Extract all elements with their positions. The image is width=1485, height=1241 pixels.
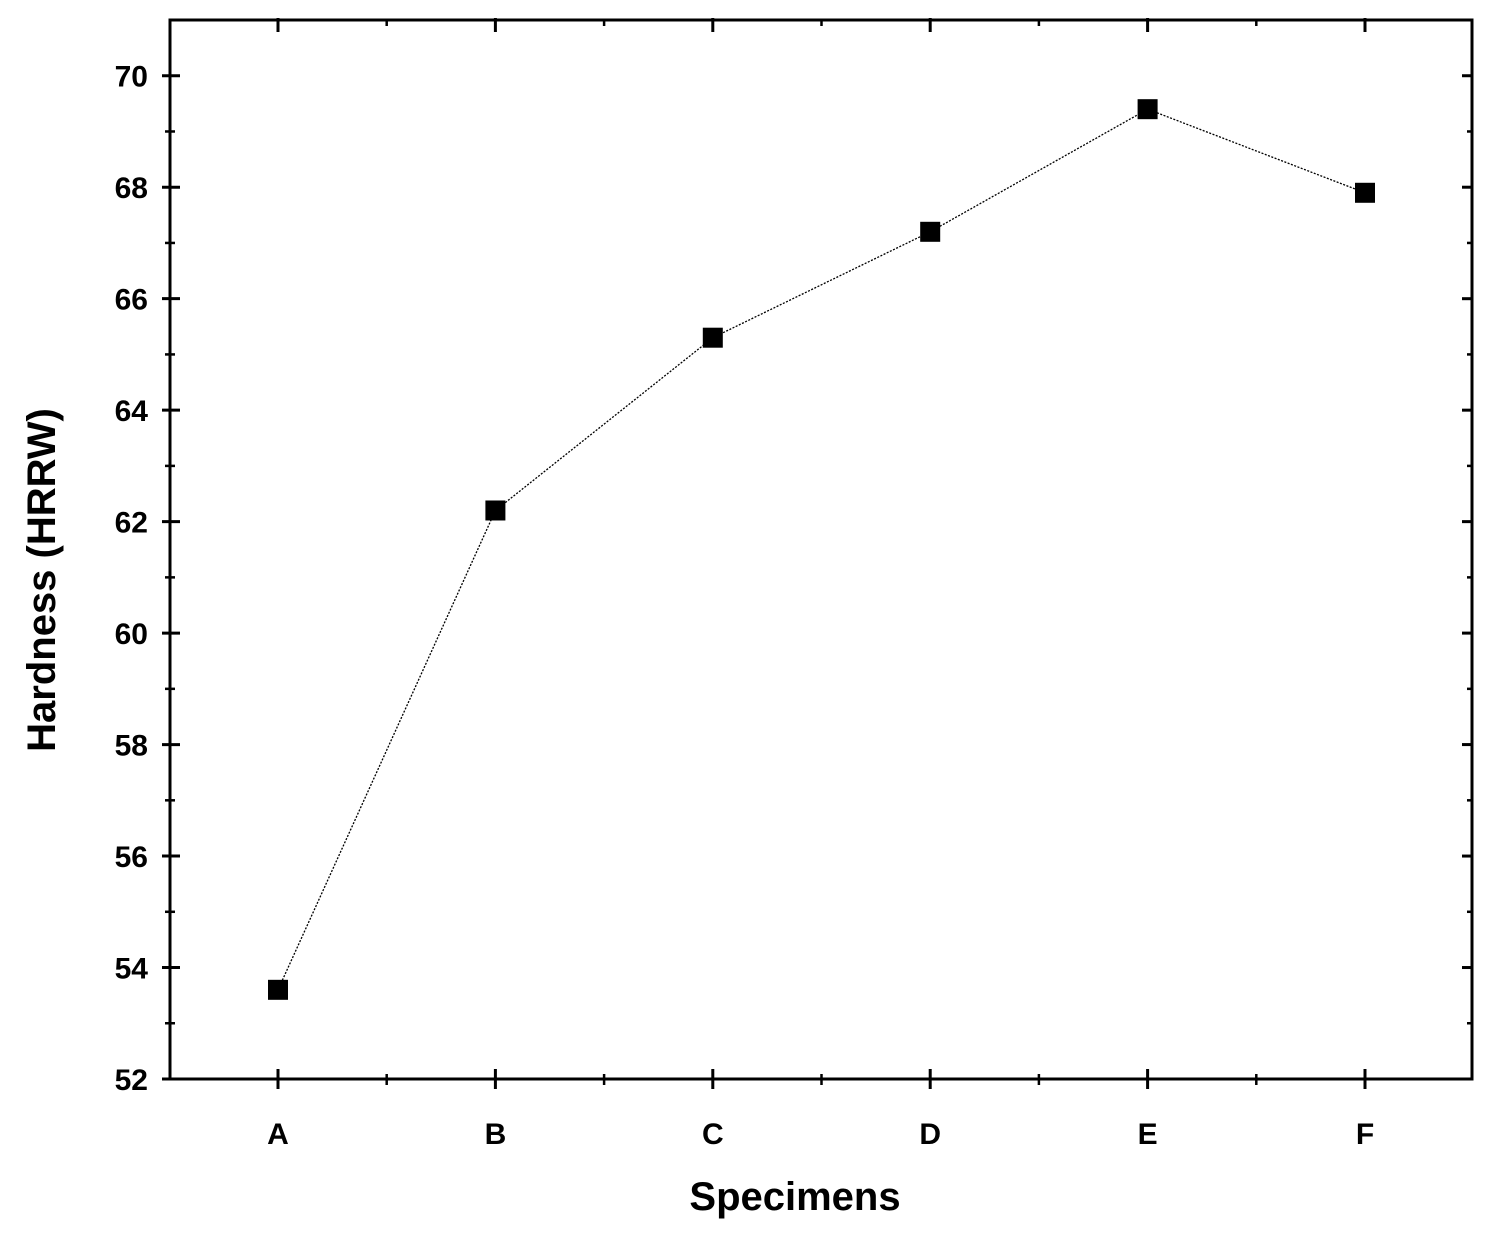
x-tick-label: E <box>1138 1118 1158 1151</box>
x-tick-label: C <box>702 1118 724 1151</box>
y-tick-label: 64 <box>115 395 149 428</box>
x-tick-label: D <box>919 1118 941 1151</box>
plot-frame <box>168 18 1474 1081</box>
y-tick-label: 56 <box>115 841 148 874</box>
data-point <box>1355 182 1375 203</box>
y-tick-label: 54 <box>115 953 149 986</box>
data-point <box>920 221 941 242</box>
y-tick-label: 58 <box>115 730 148 763</box>
data-points <box>268 99 1375 1000</box>
y-tick-label: 52 <box>115 1064 148 1097</box>
x-axis-title: Specimens <box>689 1175 900 1219</box>
y-tick-label: 62 <box>115 507 148 540</box>
y-tick-labels: 52 54 56 58 60 62 64 66 68 70 <box>115 61 149 1097</box>
data-point <box>1137 99 1158 120</box>
y-axis-title: Hardness (HRRW) <box>20 408 64 752</box>
data-point <box>702 327 723 348</box>
x-tick-label: F <box>1356 1118 1374 1151</box>
y-tick-label: 68 <box>115 172 148 205</box>
y-tick-label: 60 <box>115 618 148 651</box>
tick-marks <box>162 18 1473 1089</box>
x-tick-labels: A B C D E F <box>267 1118 1374 1151</box>
x-tick-label: B <box>485 1118 507 1151</box>
y-tick-label: 66 <box>115 284 148 317</box>
y-tick-label: 70 <box>115 61 148 94</box>
x-tick-label: A <box>267 1118 289 1151</box>
data-point <box>485 500 506 521</box>
data-point <box>268 979 288 1000</box>
series-line <box>277 108 1366 991</box>
